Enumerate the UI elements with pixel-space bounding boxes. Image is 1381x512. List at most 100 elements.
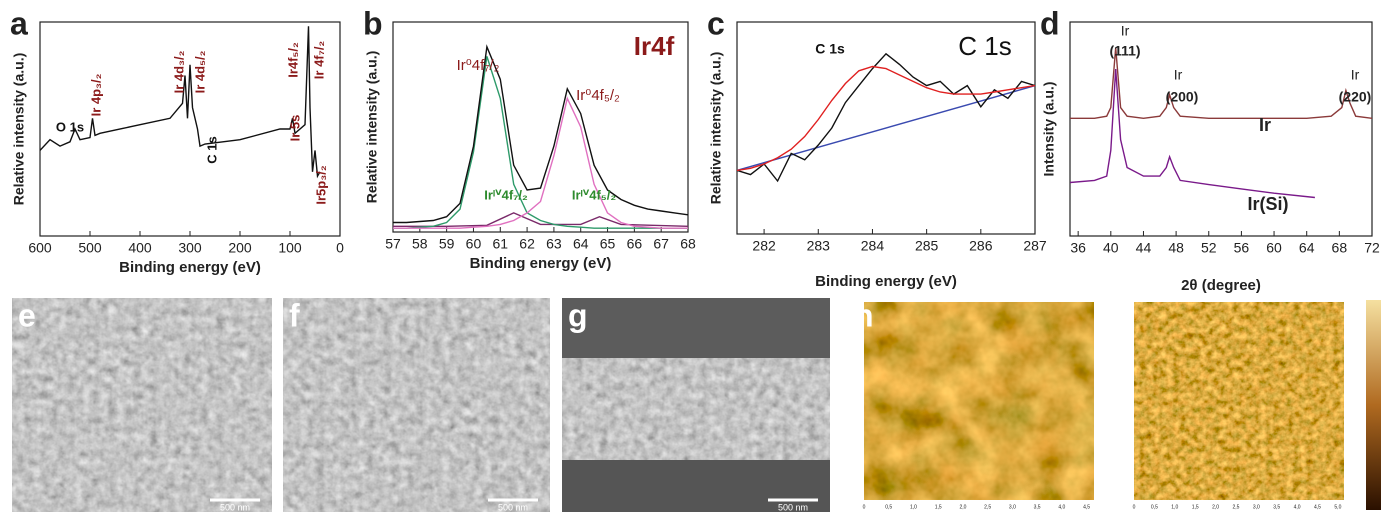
x-tick-label: 287: [1023, 238, 1047, 254]
annotation: Ir 4f₇/₂: [311, 41, 326, 80]
annotation: Ir⁰4f₅/₂: [576, 87, 620, 104]
micrograph: [283, 298, 550, 512]
x-tick-label: 66: [627, 236, 643, 252]
afm-tick-label: 4,0: [1294, 504, 1301, 510]
image-panel: 00,51,01,52,02,53,03,54,04,5h: [848, 297, 1100, 512]
panel-label: a: [10, 5, 28, 41]
color-bar: [1366, 300, 1381, 510]
afm-tick-label: 1,0: [910, 504, 917, 510]
annotation: (200): [1166, 89, 1199, 105]
x-tick-label: 200: [228, 240, 252, 256]
x-tick-label: 284: [861, 238, 885, 254]
x-tick-label: 59: [439, 236, 455, 252]
annotation: Ir(Si): [1247, 194, 1288, 214]
afm-tick-label: 0,5: [885, 504, 892, 510]
annotation: Ir 4d₃/₂: [171, 50, 186, 93]
scale-bar-label: 500 nm: [778, 502, 808, 512]
annotation: C 1s: [204, 136, 219, 163]
annotation: Ir: [1121, 23, 1130, 39]
panel-label: i: [1124, 297, 1133, 333]
y-axis-label: Relative intensity (a.u.): [364, 51, 380, 203]
panel-label: b: [363, 5, 383, 41]
afm-tick-label: 2,0: [959, 504, 966, 510]
x-tick-label: 52: [1201, 240, 1217, 256]
x-tick-label: 40: [1103, 240, 1119, 256]
afm-tick-label: 3,0: [1009, 504, 1016, 510]
annotation: Ir 4p₃/₂: [88, 73, 103, 116]
x-tick-label: 300: [178, 240, 202, 256]
annotation: Ir: [1174, 67, 1183, 83]
data-line: [40, 26, 320, 176]
image-panel: 500 nm g: [562, 297, 830, 512]
x-tick-label: 282: [752, 238, 776, 254]
x-axis-label: 2θ (degree): [1181, 277, 1261, 294]
substrate: [562, 298, 830, 358]
panel-label: e: [18, 297, 36, 333]
x-tick-label: 65: [600, 236, 616, 252]
data-line: [737, 67, 1035, 171]
image-panel: 500 nm e: [12, 297, 272, 512]
x-tick-label: 64: [1299, 240, 1315, 256]
x-tick-label: 67: [653, 236, 669, 252]
x-tick-label: 100: [278, 240, 302, 256]
x-tick-label: 68: [680, 236, 696, 252]
afm-tick-label: 5,0: [1334, 504, 1341, 510]
scale-bar-label: 500 nm: [220, 502, 250, 512]
afm-tick-label: 0,5: [1151, 504, 1158, 510]
x-tick-label: 60: [1266, 240, 1282, 256]
data-line: [393, 56, 688, 228]
annotation: Ir4f: [634, 31, 675, 61]
afm-tick-label: 2,0: [1212, 504, 1219, 510]
x-tick-label: 283: [807, 238, 831, 254]
panel-label: d: [1040, 5, 1060, 41]
micrograph: [12, 298, 272, 512]
annotation: Ir: [1351, 67, 1360, 83]
x-tick-label: 36: [1070, 240, 1086, 256]
data-line: [737, 86, 1035, 171]
x-tick-label: 44: [1136, 240, 1152, 256]
x-tick-label: 600: [28, 240, 52, 256]
annotation: Irᴵⱽ4f₅/₂: [572, 187, 616, 202]
x-tick-label: 60: [466, 236, 482, 252]
x-tick-label: 400: [128, 240, 152, 256]
annotation: C 1s: [958, 31, 1011, 61]
annotation: Ir: [1259, 115, 1271, 135]
image-panel: 500 nmf: [283, 297, 550, 512]
x-tick-label: 63: [546, 236, 562, 252]
afm-tick-label: 3,0: [1253, 504, 1260, 510]
annotation: (220): [1339, 89, 1372, 105]
x-tick-label: 68: [1332, 240, 1348, 256]
afm-image: [864, 302, 1094, 500]
panel-label: g: [568, 297, 588, 333]
panel-label: h: [854, 297, 874, 333]
y-axis-label: Relative intensity (a.u.): [11, 53, 27, 205]
afm-tick-label: 4,0: [1058, 504, 1065, 510]
x-tick-label: 57: [385, 236, 401, 252]
afm-tick-label: 0: [863, 504, 866, 510]
panel-label: c: [707, 5, 725, 41]
x-tick-label: 286: [969, 238, 993, 254]
x-tick-label: 61: [492, 236, 508, 252]
x-tick-label: 0: [336, 240, 344, 256]
afm-tick-label: 4,5: [1083, 504, 1090, 510]
x-tick-label: 500: [78, 240, 102, 256]
afm-tick-label: 1,5: [1192, 504, 1199, 510]
data-line: [393, 98, 688, 228]
x-tick-label: 64: [573, 236, 589, 252]
afm-tick-label: 3,5: [1034, 504, 1041, 510]
data-line: [393, 47, 688, 223]
afm-tick-label: 4,5: [1314, 504, 1321, 510]
annotation: C 1s: [815, 41, 845, 57]
afm-tick-label: 0: [1133, 504, 1136, 510]
annotation: Ir⁰4f₇/₂: [457, 57, 500, 74]
y-axis-label: Intensity (a.u.): [1041, 82, 1057, 177]
image-panel: 00,51,01,52,02,53,03,54,04,55,0i: [1118, 297, 1350, 512]
afm-image: [1134, 302, 1344, 500]
y-axis-label: Relative intensity (a.u.): [708, 52, 724, 204]
afm-tick-label: 1,5: [935, 504, 942, 510]
x-axis-label: Binding energy (eV): [815, 273, 957, 290]
annotation: O 1s: [56, 119, 84, 134]
